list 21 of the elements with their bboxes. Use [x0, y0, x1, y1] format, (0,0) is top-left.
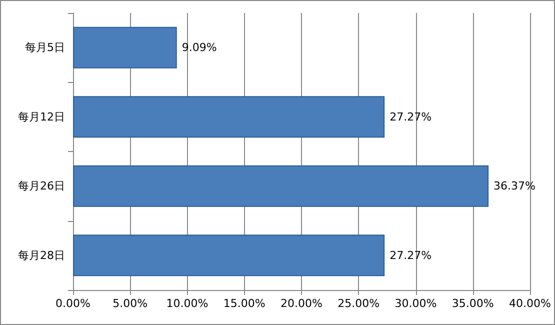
x-tick-label: 35.00% — [452, 297, 494, 310]
data-label: 36.37% — [494, 180, 536, 193]
data-label: 27.27% — [390, 110, 432, 124]
x-tick-label: 40.00% — [509, 297, 552, 310]
y-tick-label: 每月5日 — [25, 41, 65, 54]
data-label: 27.27% — [390, 248, 432, 262]
x-tick-label: 10.00% — [166, 297, 208, 310]
x-tick-label: 25.00% — [338, 297, 380, 310]
bar — [73, 96, 385, 138]
bar — [73, 26, 177, 68]
bar — [73, 165, 489, 207]
y-tick-label: 每月12日 — [18, 110, 65, 124]
x-tick-label: 0.00% — [56, 297, 90, 310]
y-tick-label: 每月28日 — [18, 248, 65, 262]
data-label: 9.09% — [182, 41, 217, 54]
x-tick-label: 15.00% — [223, 297, 266, 310]
bar — [73, 234, 385, 276]
x-tick-label: 20.00% — [280, 297, 322, 310]
y-tick-label: 每月26日 — [18, 180, 65, 193]
x-tick-label: 30.00% — [394, 297, 437, 310]
x-tick-label: 5.00% — [112, 297, 148, 310]
